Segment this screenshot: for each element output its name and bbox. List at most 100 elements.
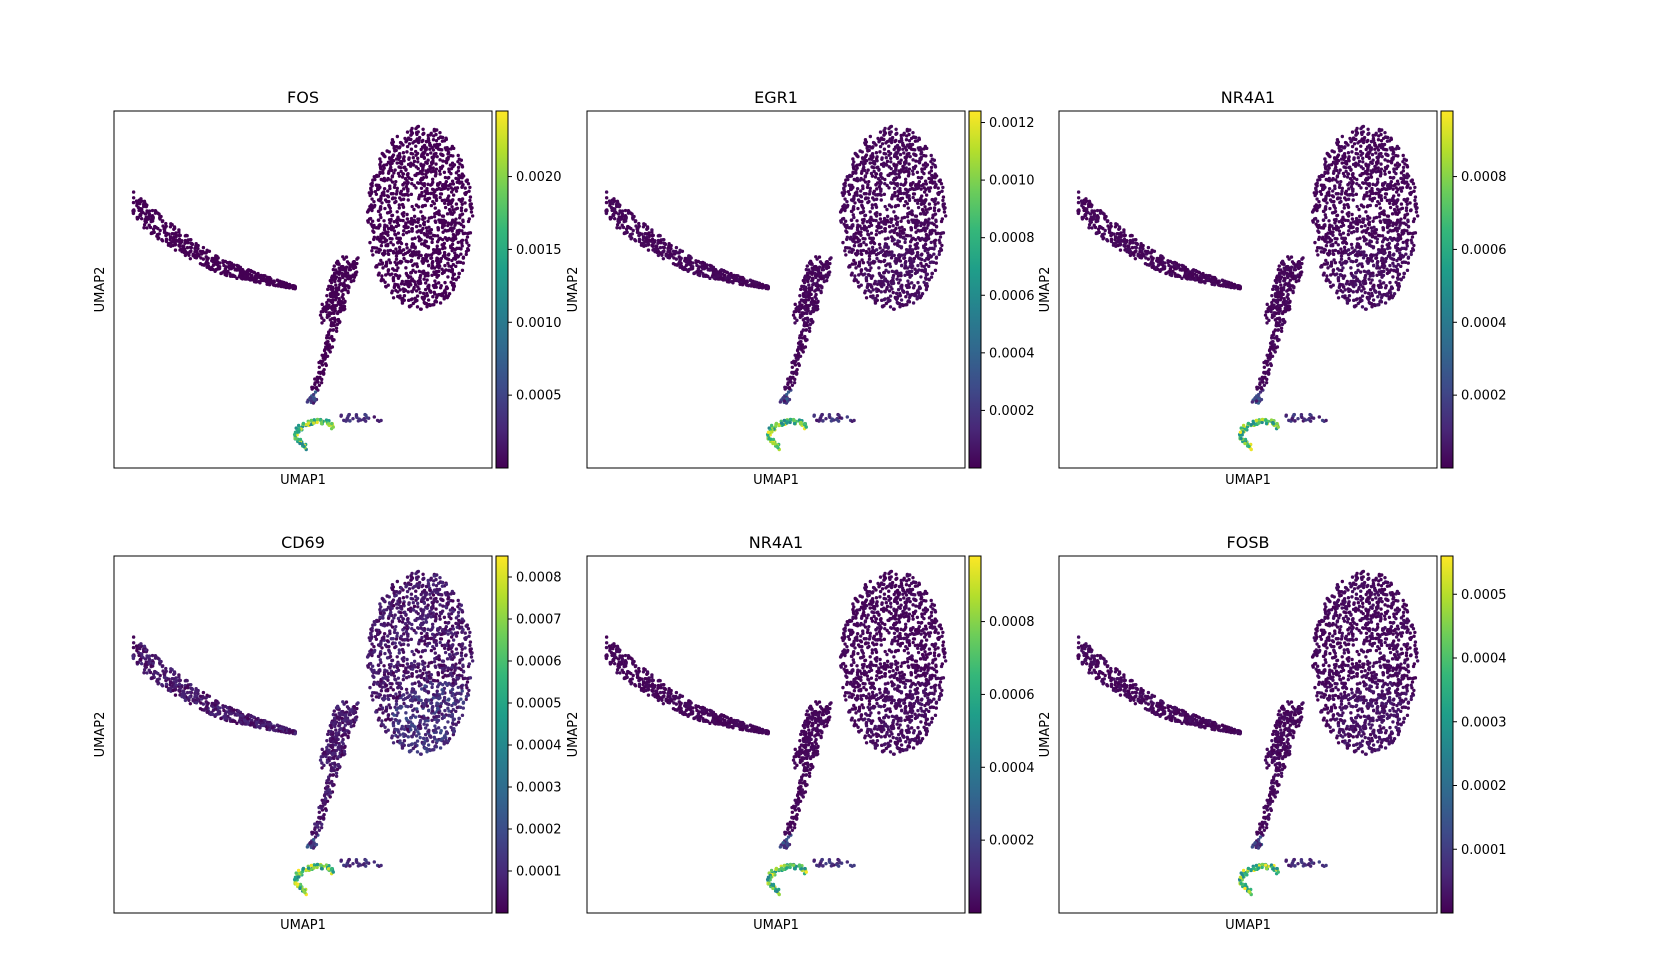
cell-point [410,278,414,282]
cell-point [899,158,903,162]
cell-point [458,216,462,220]
x-axis-label: UMAP1 [753,473,799,488]
cell-point [887,224,892,229]
cell-point [384,243,388,248]
cell-point [163,226,167,231]
cell-point [863,175,867,179]
cell-point [412,159,417,164]
cell-point [925,146,929,151]
cell-point [928,206,933,210]
cell-point [326,422,331,426]
cell-point [864,279,869,283]
cell-point [413,283,418,287]
cell-point [922,280,926,284]
cell-point [896,281,901,285]
cell-point [441,159,445,163]
cell-point [863,180,868,184]
cell-point [889,256,894,260]
cell-point [169,222,173,226]
cell-point [410,152,415,156]
cell-point [863,289,868,293]
cell-point [431,251,436,255]
cell-point [426,219,430,223]
cell-point [423,239,427,243]
cell-point [378,170,382,174]
cell-point [863,138,868,142]
cell-point [867,254,872,258]
cell-point [438,192,443,196]
cell-point [450,205,454,209]
cell-point [434,172,438,176]
cell-point [898,278,902,282]
cell-point [415,230,419,234]
cell-point [915,201,920,205]
cell-point [372,175,376,179]
cell-point [869,146,874,150]
cell-point [661,245,666,250]
cell-point [874,157,879,161]
cell-point [443,146,448,150]
cell-point [410,204,414,209]
cell-point [460,197,465,201]
cell-point [858,178,862,182]
cell-point [443,221,447,225]
cell-point [402,282,407,286]
cell-point [802,321,807,325]
cell-point [740,282,745,287]
cell-point [404,259,408,263]
cell-point [882,252,887,257]
cell-point [410,289,414,294]
cell-point [425,189,429,193]
cell-point [422,156,427,160]
cell-point [372,415,377,419]
cell-point [645,240,650,244]
cell-point [1347,229,1351,233]
cell-point [916,146,921,150]
cell-point [865,185,870,190]
cell-point [394,263,399,267]
cell-point [427,169,431,173]
cell-point [379,215,383,220]
cell-point [432,214,437,219]
cell-point [235,267,240,271]
cell-point [202,251,206,255]
cell-point [808,322,813,327]
cell-point [1355,177,1359,182]
cell-point [459,222,463,227]
cell-point [293,430,298,435]
cell-point [382,186,387,191]
cell-point [434,248,439,252]
cell-point [378,213,382,217]
cell-point [309,418,314,423]
cell-point [388,167,392,171]
cell-point [173,248,178,252]
cell-point [894,182,898,186]
cell-point [871,196,875,200]
cell-point [169,241,173,245]
cell-point [1346,197,1351,201]
cell-point [178,241,183,245]
cell-point [390,142,395,147]
cell-point [895,220,900,224]
cell-point [424,301,429,306]
cell-point [380,201,384,205]
cell-point [818,271,823,275]
cell-point [429,215,434,220]
cell-point [457,228,462,233]
cell-point [902,228,907,232]
cell-point [435,256,439,260]
y-axis-label: UMAP2 [93,267,108,313]
cell-point [391,249,396,254]
cell-point [421,217,425,221]
cell-point [219,271,223,276]
cell-point [167,232,171,236]
cell-point [893,139,897,144]
cell-point [434,197,439,201]
cell-point [459,247,463,251]
cell-point [456,169,461,173]
cell-point [376,273,381,277]
cell-point [387,150,391,154]
cell-point [325,340,329,344]
cell-point [431,180,435,185]
cell-point [849,174,854,178]
